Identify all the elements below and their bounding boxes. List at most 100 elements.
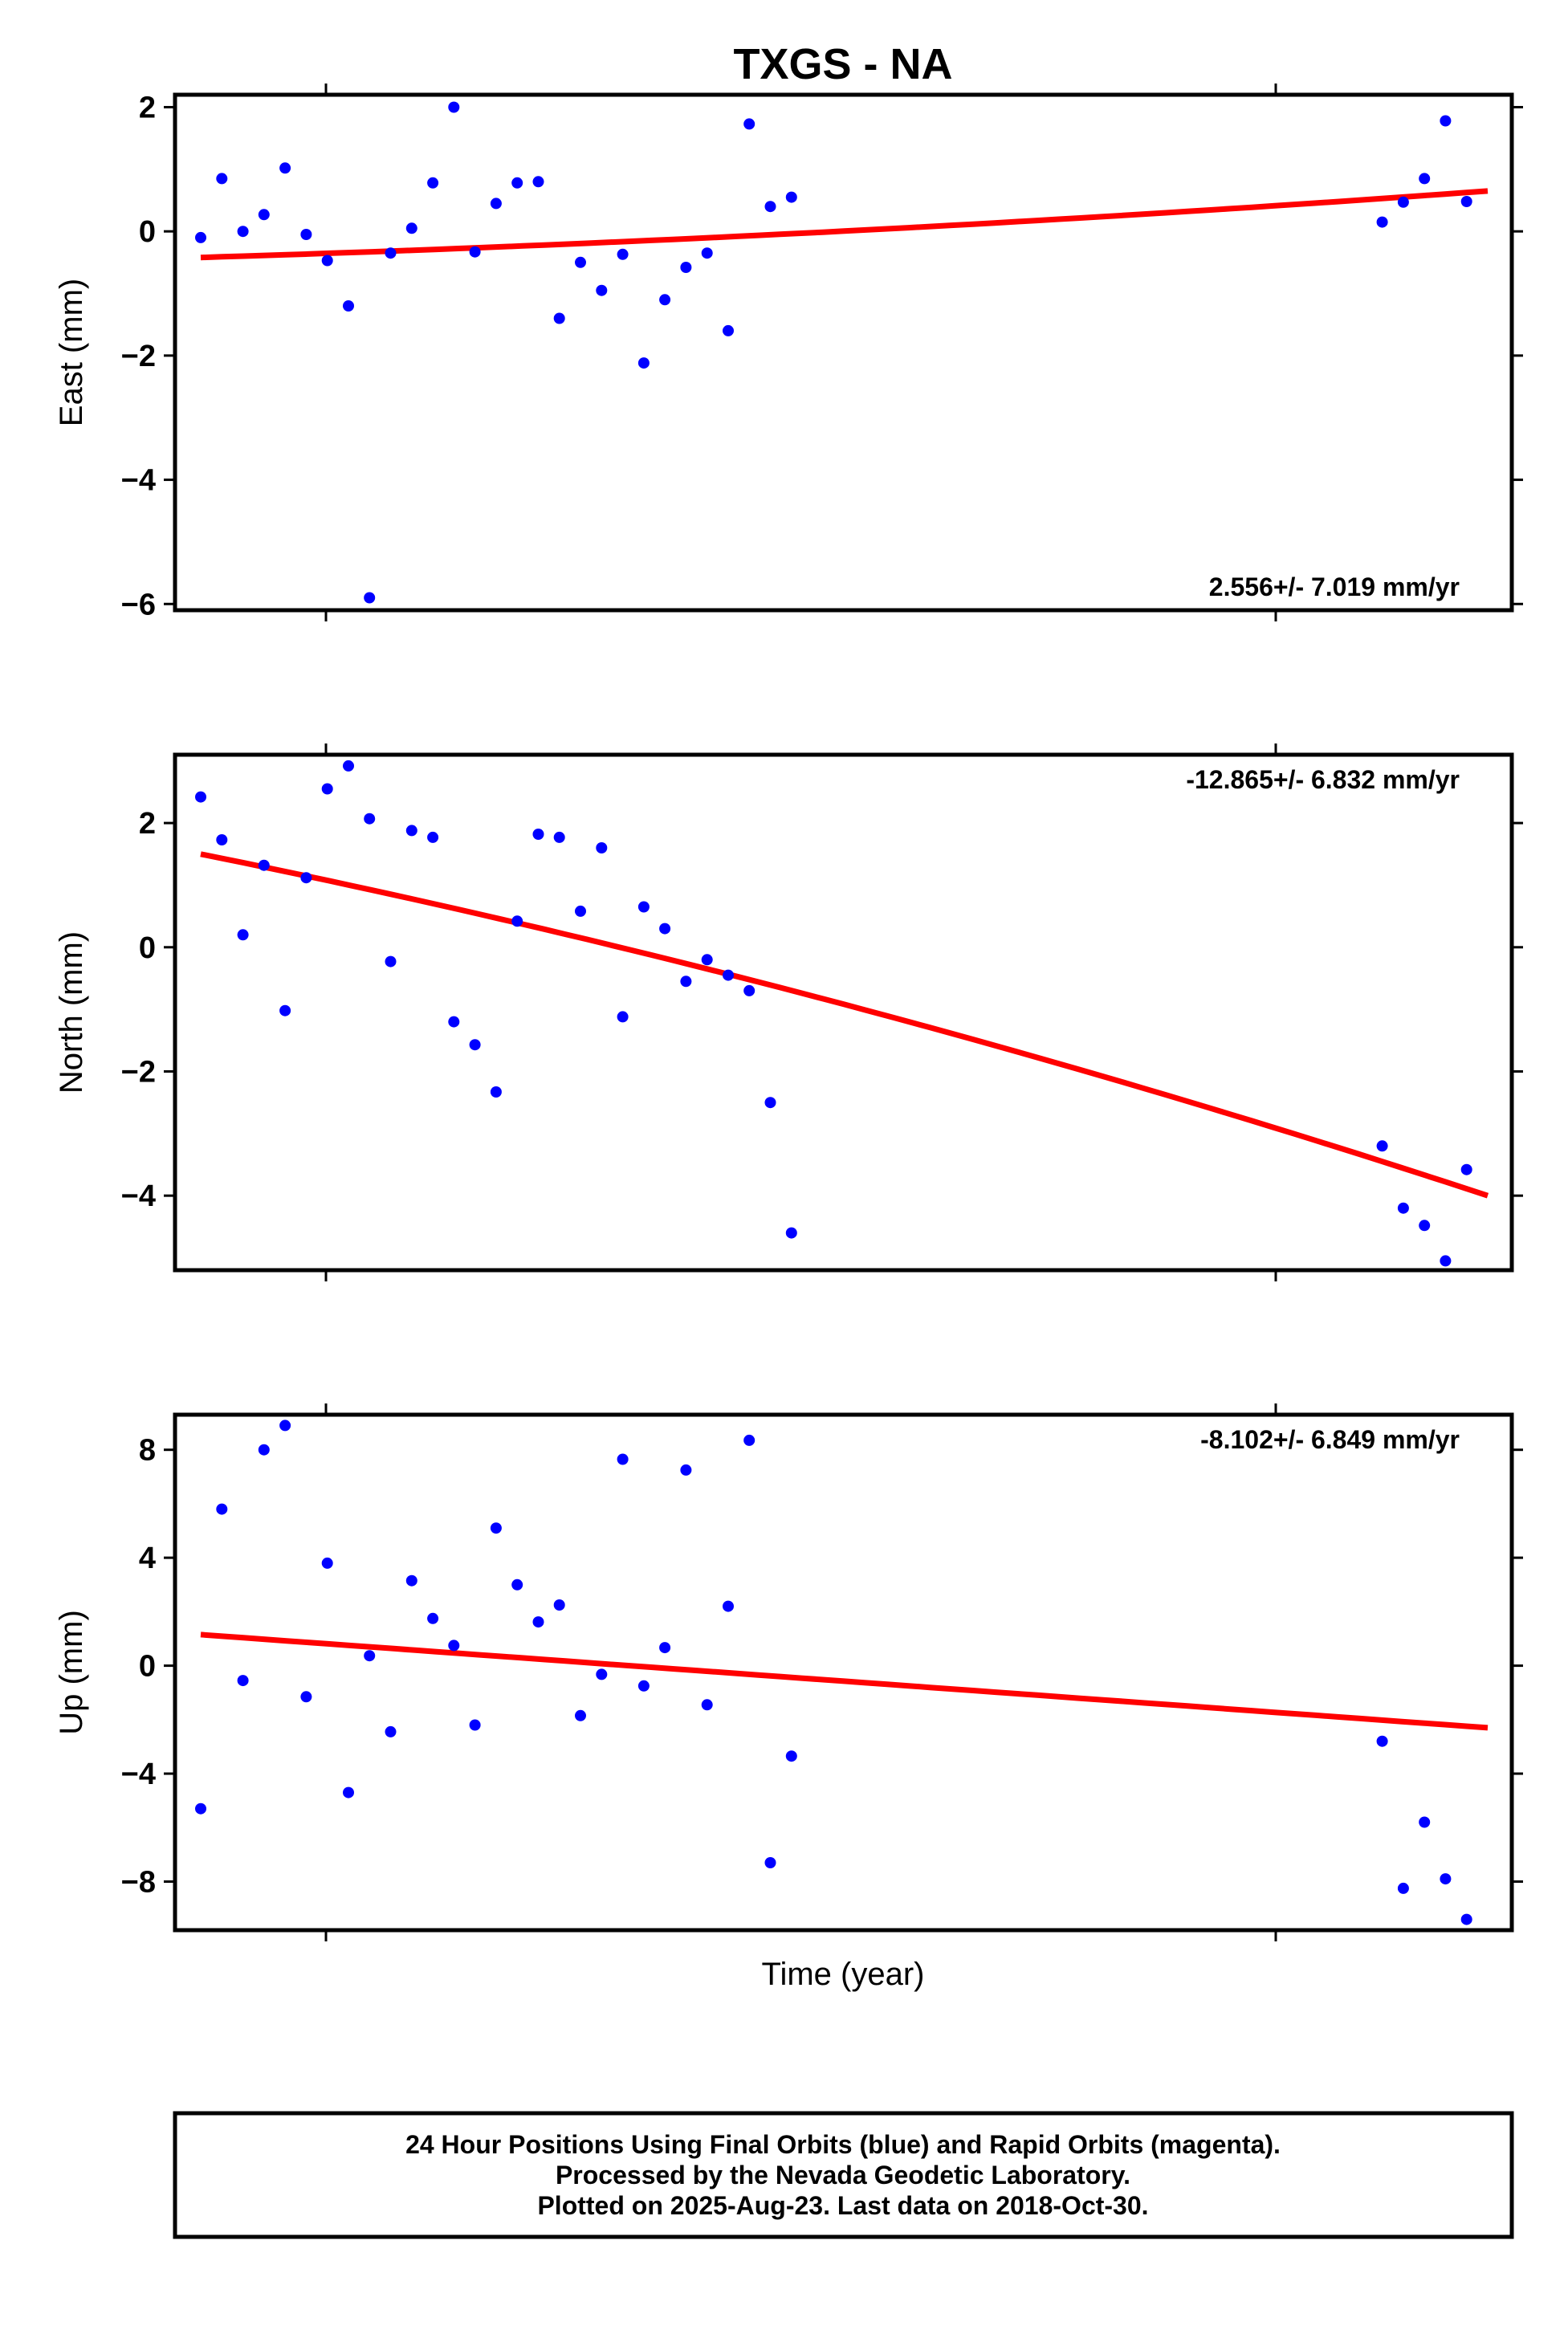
x-axis-label: Time (year) [762,1957,925,1992]
north-data-point [596,842,608,853]
up-data-point [511,1578,523,1591]
up-y-tick-label: 4 [139,1542,156,1575]
footer-line-2: Processed by the Nevada Geodetic Laborat… [556,2161,1130,2189]
north-data-point [1376,1140,1388,1152]
east-data-point [659,294,671,306]
north-data-point [385,955,397,967]
east-fit-line [200,188,1489,261]
east-y-tick-label: −6 [121,588,156,621]
up-data-point [553,1599,565,1611]
east-data-point [617,248,629,260]
up-data-point [764,1857,776,1868]
east-data-point [300,229,312,240]
north-data-point [405,825,417,837]
up-y-tick-label: −4 [121,1758,156,1791]
up-data-point [405,1574,417,1587]
up-data-point [321,1557,333,1569]
north-plot-frame [173,752,1514,1273]
north-data-point [701,954,713,966]
north-data-point [743,984,755,996]
up-data-point [617,1453,629,1465]
east-y-tick-label: −4 [121,464,156,498]
north-data-point [553,831,565,843]
up-data-point [216,1503,228,1515]
east-data-point [701,247,713,259]
up-data-point [195,1802,206,1815]
east-data-point [532,176,544,188]
east-data-point [680,262,692,273]
up-plot-frame [173,1412,1514,1933]
north-data-point [490,1086,502,1098]
east-panel: 2 0 −2 −4 −6 East (mm) 2.556+/- 7.019 mm/yr [54,84,1523,621]
north-data-point [680,976,692,988]
north-data-point [258,859,270,871]
east-data-point [723,324,734,336]
north-rate-label: -12.865+/- 6.832 mm/yr [1186,765,1460,794]
north-data-point [511,915,523,927]
up-y-tick-label: 8 [139,1434,156,1468]
footer-line-1: 24 Hour Positions Using Final Orbits (bl… [405,2130,1281,2159]
east-data-point [490,198,502,210]
footer-frame [173,2111,1514,2239]
north-data-point [1397,1202,1409,1214]
up-data-point [785,1750,797,1762]
east-data-point [1440,115,1452,127]
east-data-point [637,357,650,369]
east-data-point [448,101,460,113]
north-data-point [785,1227,797,1239]
up-data-point [364,1650,376,1662]
north-y-tick-label: −4 [121,1179,156,1213]
east-data-point [764,201,776,213]
east-data-point [216,173,228,185]
up-data-point [532,1616,544,1628]
up-data-point [596,1668,608,1680]
up-y-tick-label: 0 [139,1650,156,1684]
up-data-point [279,1420,291,1432]
east-rate-label: 2.556+/- 7.019 mm/yr [1209,572,1460,601]
up-data-point [1460,1913,1472,1925]
up-data-point [701,1699,713,1711]
up-data-point [258,1444,270,1456]
up-data-point [448,1640,460,1652]
north-panel: 2 0 −2 −4 North (mm) -12.865+/- 6.832 mm/yr [54,743,1523,1281]
east-y-tick-label: 0 [139,215,156,249]
up-data-point [575,1709,586,1721]
footer-line-3: Plotted on 2025-Aug-23. Last data on 201… [537,2191,1148,2220]
north-data-point [617,1011,629,1023]
up-data-point [469,1719,481,1731]
up-data-point [300,1691,312,1703]
north-y-tick-label: 2 [139,807,156,841]
east-data-point [743,118,755,130]
east-data-point [237,226,249,238]
east-data-point [1460,196,1472,207]
up-data-point [343,1786,354,1798]
east-data-point [364,592,376,604]
up-data-point [1397,1882,1409,1894]
north-data-point [764,1097,776,1109]
footer-box: 24 Hour Positions Using Final Orbits (bl… [173,2111,1514,2239]
east-data-point [1397,196,1409,208]
up-data-point [1419,1816,1431,1828]
up-panel: 8 4 0 −4 −8 Up (mm) -8.102+/- 6.849 mm/yr [54,1403,1523,1941]
up-data-point [385,1725,397,1737]
north-data-point [300,872,312,884]
up-data-point [1376,1735,1388,1747]
up-data-point [637,1680,650,1692]
east-data-point [195,231,206,243]
north-data-point [364,813,376,825]
up-data-point [237,1675,249,1687]
up-data-point [490,1522,502,1534]
east-data-point [1376,216,1388,228]
north-data-point [637,901,650,913]
north-data-point [1440,1255,1452,1267]
east-data-point [343,300,354,312]
north-data-point [448,1016,460,1028]
north-data-point [723,969,734,981]
north-data-point [532,829,544,840]
north-data-point [195,791,206,803]
chart-title: TXGS - NA [733,40,952,88]
east-data-point [511,177,523,189]
up-data-point [427,1612,439,1624]
east-data-point [405,222,417,234]
